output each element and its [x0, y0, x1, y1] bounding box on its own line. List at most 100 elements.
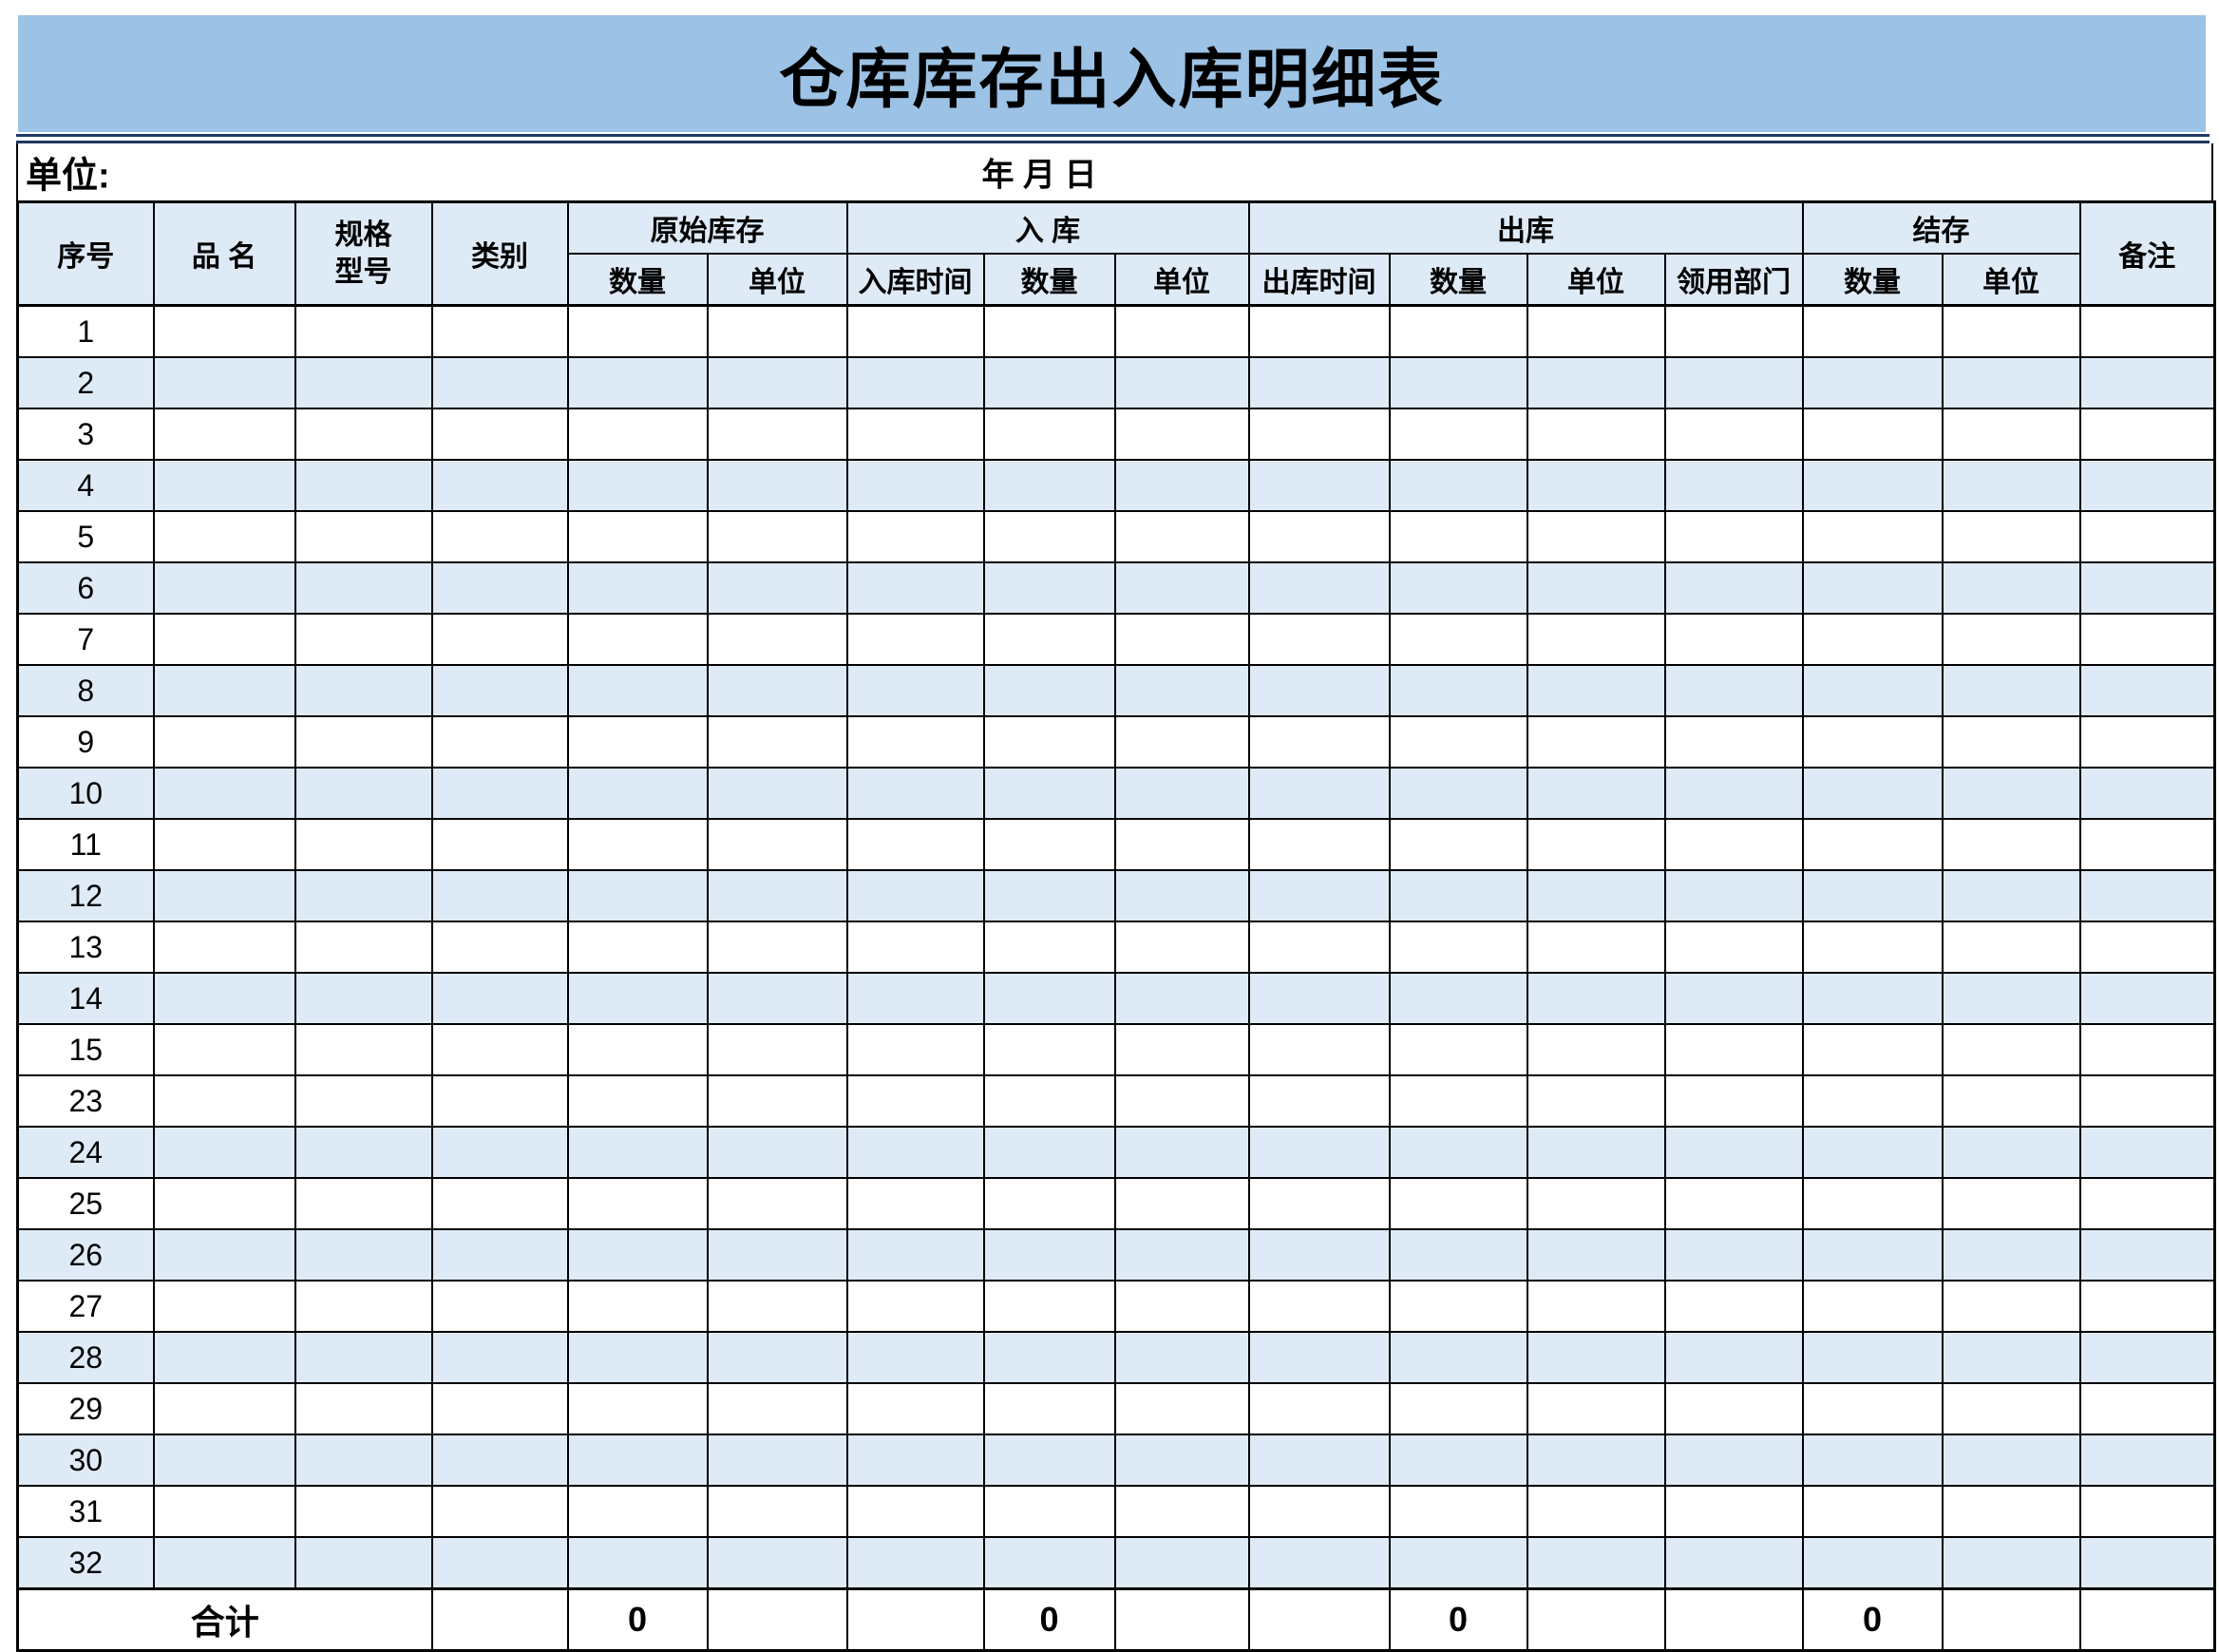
empty-data-cell	[566, 715, 709, 769]
empty-data-cell	[1801, 664, 1944, 717]
col-inbound-qty: 数量	[982, 253, 1116, 307]
empty-data-cell	[566, 1434, 709, 1487]
empty-data-cell	[706, 1126, 848, 1179]
empty-data-cell	[1526, 1177, 1666, 1230]
empty-data-cell	[566, 1126, 709, 1179]
empty-data-cell	[430, 1228, 569, 1282]
empty-data-cell	[2078, 1228, 2216, 1282]
empty-data-cell	[706, 1074, 848, 1128]
empty-data-cell	[845, 767, 985, 820]
empty-data-cell	[1247, 818, 1391, 871]
empty-data-cell	[982, 1331, 1116, 1384]
col-serial: 序号	[16, 200, 155, 307]
empty-data-cell	[1941, 613, 2081, 666]
table-body: 1 2 3 4 5 6 7 8 9 10 11 12 13 14 15 23 24 25 26 27 28 29 30 31 3…	[16, 304, 2216, 1590]
empty-data-cell	[1388, 1331, 1528, 1384]
empty-data-cell	[1941, 869, 2081, 922]
empty-data-cell	[1247, 1331, 1391, 1384]
empty-data-cell	[845, 1126, 985, 1179]
row-number-cell: 9	[16, 715, 155, 769]
empty-data-cell	[1388, 972, 1528, 1025]
empty-data-cell	[1113, 869, 1250, 922]
empty-data-cell	[152, 715, 296, 769]
empty-data-cell	[982, 1228, 1116, 1282]
empty-data-cell	[1113, 921, 1250, 974]
empty-data-cell	[706, 1280, 848, 1333]
empty-data-cell	[430, 1485, 569, 1538]
empty-data-cell	[1801, 1434, 1944, 1487]
empty-data-cell	[1388, 715, 1528, 769]
row-number-cell: 5	[16, 510, 155, 563]
empty-data-cell	[2078, 356, 2216, 409]
empty-data-cell	[1663, 715, 1804, 769]
empty-data-cell	[430, 1382, 569, 1435]
empty-data-cell	[1526, 1485, 1666, 1538]
empty-data-cell	[294, 510, 433, 563]
empty-data-cell	[430, 1177, 569, 1230]
empty-data-cell	[1941, 356, 2081, 409]
empty-data-cell	[1113, 1331, 1250, 1384]
empty-data-cell	[1388, 1536, 1528, 1590]
empty-data-cell	[1801, 1382, 1944, 1435]
empty-data-cell	[2078, 1177, 2216, 1230]
empty-data-cell	[1247, 664, 1391, 717]
empty-data-cell	[982, 767, 1116, 820]
empty-data-cell	[152, 1126, 296, 1179]
row-number-cell: 32	[16, 1536, 155, 1590]
empty-data-cell	[294, 1331, 433, 1384]
empty-data-cell	[2078, 1485, 2216, 1538]
empty-data-cell	[1526, 869, 1666, 922]
empty-data-cell	[1663, 408, 1804, 461]
empty-data-cell	[1113, 1382, 1250, 1435]
empty-data-cell	[430, 561, 569, 615]
empty-data-cell	[1941, 1228, 2081, 1282]
empty-data-cell	[1247, 1280, 1391, 1333]
empty-data-cell	[1113, 408, 1250, 461]
empty-data-cell	[706, 1023, 848, 1076]
empty-data-cell	[1247, 356, 1391, 409]
empty-data-cell	[152, 1074, 296, 1128]
total-balance-qty: 0	[1801, 1587, 1944, 1652]
table-row: 6	[16, 561, 2216, 615]
total-outbound-time-cell	[1247, 1587, 1391, 1652]
empty-data-cell	[706, 1382, 848, 1435]
empty-data-cell	[294, 1177, 433, 1230]
empty-data-cell	[152, 1434, 296, 1487]
empty-data-cell	[1388, 1382, 1528, 1435]
total-original-unit-cell	[706, 1587, 848, 1652]
empty-data-cell	[982, 408, 1116, 461]
empty-data-cell	[982, 972, 1116, 1025]
row-number-cell: 7	[16, 613, 155, 666]
empty-data-cell	[152, 1485, 296, 1538]
empty-data-cell	[152, 561, 296, 615]
row-number-cell: 1	[16, 304, 155, 358]
empty-data-cell	[706, 818, 848, 871]
empty-data-cell	[430, 869, 569, 922]
total-category-cell	[430, 1587, 569, 1652]
col-product-name: 品 名	[152, 200, 296, 307]
empty-data-cell	[845, 869, 985, 922]
empty-data-cell	[706, 715, 848, 769]
empty-data-cell	[1663, 613, 1804, 666]
empty-data-cell	[2078, 613, 2216, 666]
empty-data-cell	[566, 818, 709, 871]
row-number-cell: 4	[16, 459, 155, 512]
header-sub-row: 数量 单位 入库时间 数量 单位 出库时间 数量 单位 领用部门 数量 单位	[18, 253, 2215, 307]
empty-data-cell	[294, 304, 433, 358]
warehouse-inventory-sheet: 仓库库存出入库明细表 单位: 年 月 日 序号 品 名 规格 型号 类别 原始库…	[16, 15, 2217, 1652]
empty-data-cell	[1247, 1485, 1391, 1538]
row-number-cell: 12	[16, 869, 155, 922]
empty-data-cell	[566, 1280, 709, 1333]
empty-data-cell	[1388, 304, 1528, 358]
empty-data-cell	[294, 1023, 433, 1076]
empty-data-cell	[1526, 1023, 1666, 1076]
total-outbound-qty: 0	[1388, 1587, 1528, 1652]
empty-data-cell	[566, 1228, 709, 1282]
empty-data-cell	[982, 1382, 1116, 1435]
table-row: 27	[16, 1280, 2216, 1333]
empty-data-cell	[1663, 1023, 1804, 1076]
empty-data-cell	[1247, 715, 1391, 769]
row-number-cell: 25	[16, 1177, 155, 1230]
empty-data-cell	[294, 818, 433, 871]
empty-data-cell	[566, 1536, 709, 1590]
